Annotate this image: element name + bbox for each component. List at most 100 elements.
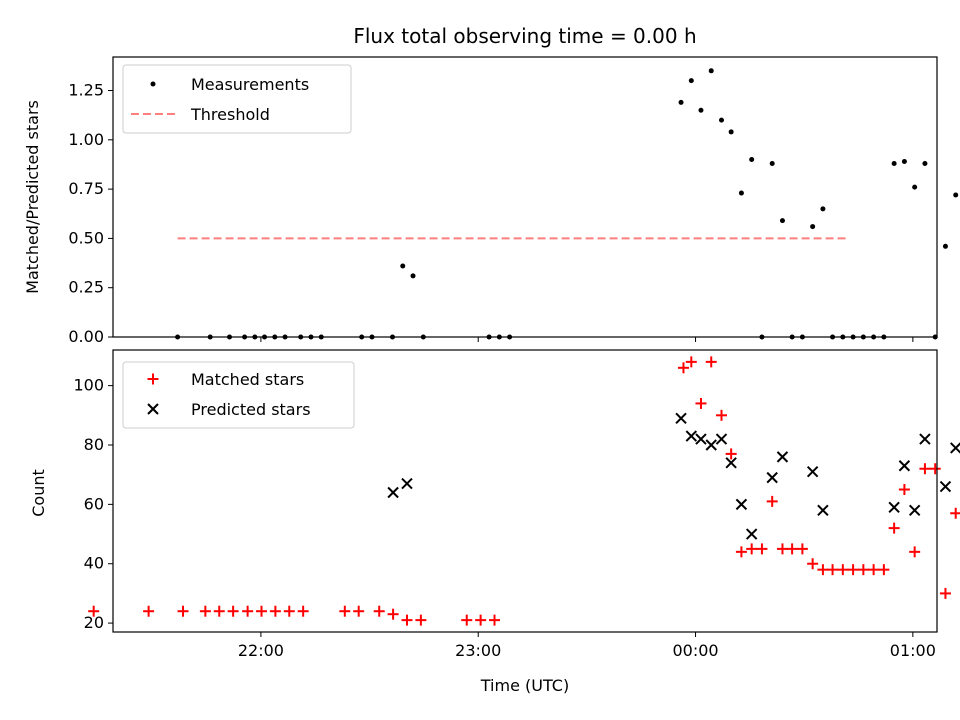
legend-matched-label: Matched stars xyxy=(191,370,304,389)
matched-star-point xyxy=(695,397,707,409)
bottom-y-axis-label: Count xyxy=(29,469,48,517)
bottom-x-tick-label: 22:00 xyxy=(238,641,284,660)
predicted-star-point xyxy=(675,412,687,424)
measurement-point xyxy=(698,107,704,113)
measurement-point xyxy=(891,160,897,166)
measurement-point xyxy=(810,224,816,230)
top-chart-title: Flux total observing time = 0.00 h xyxy=(353,24,696,48)
matched-star-point xyxy=(475,614,487,626)
bottom-y-tick-label: 100 xyxy=(73,376,104,395)
legend-predicted-glyph xyxy=(147,403,159,415)
x-axis-label: Time (UTC) xyxy=(480,676,569,695)
measurement-point xyxy=(728,129,734,135)
matched-star-point xyxy=(888,522,900,534)
count-points xyxy=(88,356,960,626)
predicted-star-point xyxy=(888,501,900,514)
measurement-point xyxy=(820,206,826,212)
matched-star-point xyxy=(297,605,309,617)
predicted-star-point xyxy=(919,433,931,445)
top-ticks: 0.00 0.25 0.50 0.75 1.00 1.25 xyxy=(68,81,914,346)
measurement-point xyxy=(953,192,959,198)
bottom-y-tick-label: 60 xyxy=(84,494,104,513)
legend-matched-marker xyxy=(147,373,159,385)
predicted-star-point xyxy=(401,477,413,490)
matched-star-point xyxy=(817,564,829,576)
bottom-x-tick-label: 00:00 xyxy=(672,641,718,660)
top-y-tick-label: 0.75 xyxy=(68,179,104,198)
matched-star-point xyxy=(919,463,931,475)
matched-star-point xyxy=(685,356,697,368)
bottom-x-tick-label: 01:00 xyxy=(890,641,936,660)
top-y-tick-label: 1.25 xyxy=(68,81,104,100)
matched-star-point xyxy=(339,605,351,617)
matched-star-point xyxy=(88,605,100,617)
measurement-point xyxy=(708,68,714,74)
legend-matched-glyph xyxy=(147,373,159,385)
predicted-star-point xyxy=(387,486,399,499)
matched-star-point xyxy=(177,605,189,617)
measurement-point xyxy=(688,78,694,84)
predicted-star-point xyxy=(766,471,778,484)
matched-star-point xyxy=(878,564,890,576)
predicted-star-point xyxy=(806,465,819,478)
measurement-point xyxy=(718,117,724,123)
matched-star-point xyxy=(909,546,921,558)
top-panel: 0.00 0.25 0.50 0.75 1.00 1.25 Matched/Predict… xyxy=(23,56,959,346)
predicted-star-point xyxy=(745,528,758,540)
matched-star-point xyxy=(283,605,295,617)
measurement-point xyxy=(738,190,744,196)
top-y-tick-label: 0.25 xyxy=(68,278,104,297)
measurement-point xyxy=(901,159,907,165)
predicted-star-point xyxy=(939,480,952,493)
matched-star-point xyxy=(143,605,155,617)
measurement-point xyxy=(769,160,775,166)
top-y-tick-label: 1.00 xyxy=(68,130,104,149)
predicted-star-point xyxy=(908,504,921,517)
predicted-star-point xyxy=(715,433,728,445)
matched-star-point xyxy=(213,605,225,617)
predicted-star-point xyxy=(776,451,789,463)
matched-star-point xyxy=(725,448,737,460)
bottom-axes-frame xyxy=(112,349,938,633)
bottom-legend: Matched stars Predicted stars xyxy=(122,361,355,429)
measurement-point xyxy=(779,218,785,224)
matched-star-point xyxy=(837,564,849,576)
matched-star-point xyxy=(796,543,808,555)
measurement-point xyxy=(410,273,416,279)
matched-star-point xyxy=(387,608,399,620)
legend-predicted-label: Predicted stars xyxy=(191,400,311,419)
top-y-tick-label: 0.00 xyxy=(68,327,104,346)
matched-star-point xyxy=(705,356,717,368)
matched-star-point xyxy=(898,484,910,496)
top-axes-frame xyxy=(112,56,938,338)
measurement-point xyxy=(912,184,918,190)
predicted-star-point xyxy=(685,430,698,442)
top-y-axis-label: Matched/Predicted stars xyxy=(23,100,42,294)
matched-star-point xyxy=(950,507,960,519)
matched-star-point xyxy=(827,564,839,576)
matched-star-point xyxy=(939,587,951,599)
predicted-star-point xyxy=(695,433,707,445)
measurement-point xyxy=(400,263,406,269)
matched-star-point xyxy=(227,605,239,617)
matched-star-point xyxy=(766,495,778,507)
predicted-star-point xyxy=(735,498,748,511)
bottom-y-tick-label: 20 xyxy=(84,613,104,632)
matched-star-point xyxy=(857,564,869,576)
bottom-y-tick-label: 40 xyxy=(84,554,104,573)
matched-star-point xyxy=(353,605,365,617)
measurement-point xyxy=(678,99,684,105)
bottom-x-tick-label: 23:00 xyxy=(455,641,501,660)
matched-star-point xyxy=(489,614,501,626)
matched-star-point xyxy=(415,614,427,626)
matched-star-point xyxy=(373,605,385,617)
legend-measurements-marker xyxy=(150,81,156,87)
top-y-tick-label: 0.50 xyxy=(68,228,104,247)
legend-threshold-label: Threshold xyxy=(190,105,270,124)
measurement-point xyxy=(922,160,928,166)
matched-star-point xyxy=(868,564,880,576)
matched-star-point xyxy=(677,362,689,374)
top-legend-box xyxy=(122,64,352,134)
